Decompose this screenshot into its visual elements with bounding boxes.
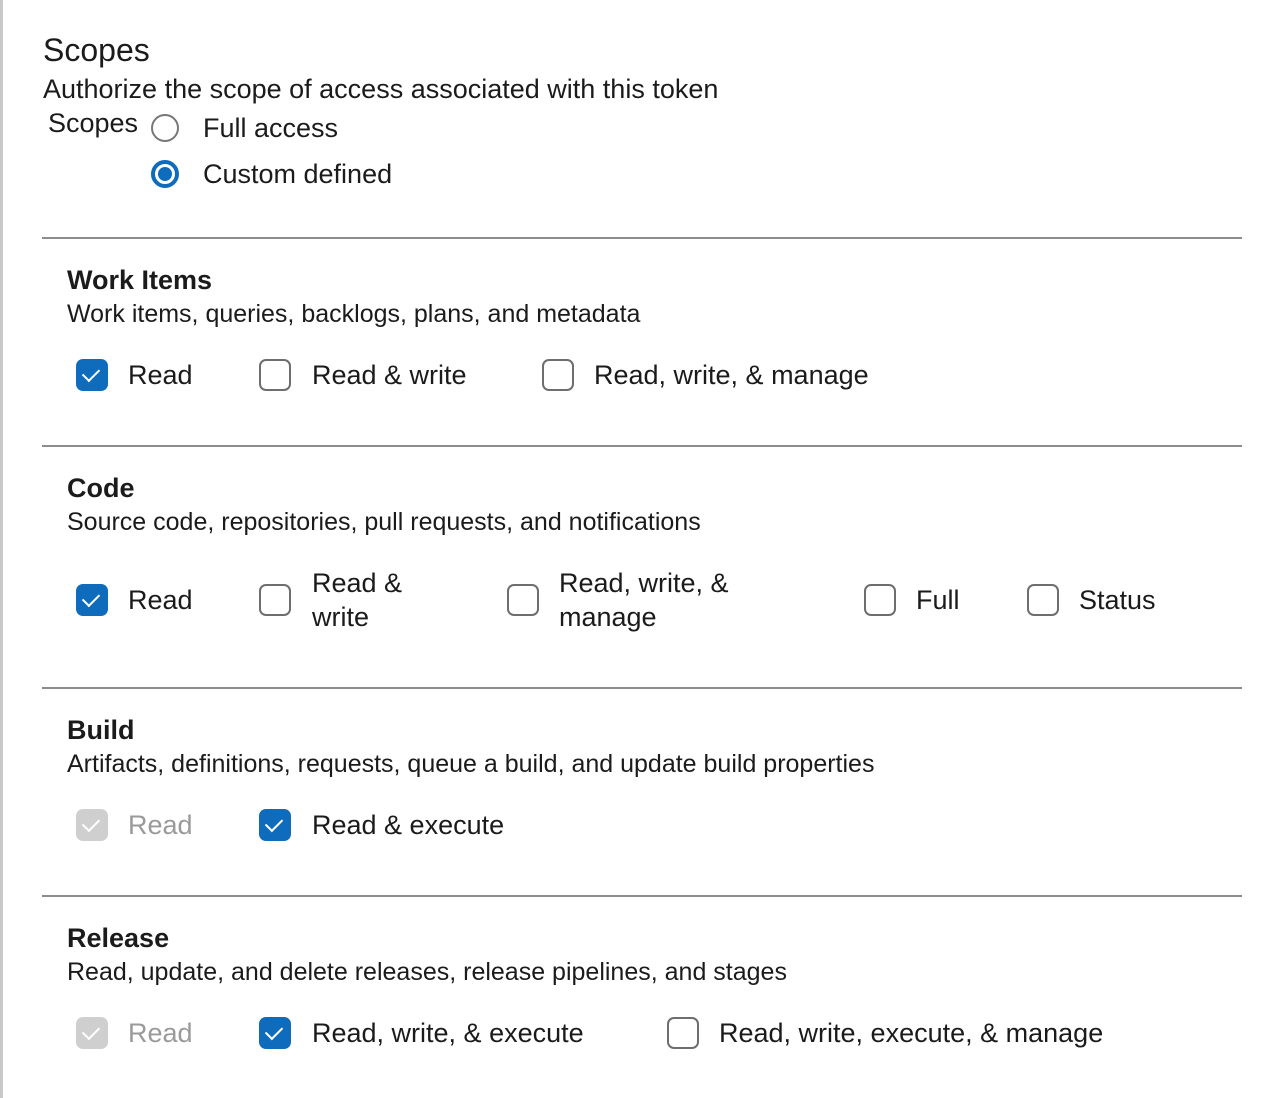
checkbox-label[interactable]: Read, write, & execute bbox=[312, 1018, 584, 1048]
checkbox-label[interactable]: Full bbox=[916, 585, 960, 615]
checkbox-release-read-disabled bbox=[76, 1017, 108, 1049]
checkbox-release-read-write-execute[interactable] bbox=[259, 1017, 291, 1049]
checkbox-work-items-read[interactable] bbox=[76, 359, 108, 391]
checkbox-label[interactable]: Read, write, & manage bbox=[559, 568, 729, 632]
checkbox-build-read-execute[interactable] bbox=[259, 809, 291, 841]
checkbox-label[interactable]: Read, write, execute, & manage bbox=[719, 1018, 1104, 1048]
checkbox-label[interactable]: Read, write, & manage bbox=[594, 360, 869, 390]
checkbox-label[interactable]: Read bbox=[128, 360, 193, 390]
divider bbox=[42, 445, 1242, 447]
section-title-work-items: Work Items bbox=[67, 265, 213, 295]
page-title: Scopes bbox=[43, 32, 150, 68]
radio-button[interactable] bbox=[151, 114, 179, 142]
checkbox-label[interactable]: Read & write bbox=[312, 568, 403, 632]
panel-left-border bbox=[0, 0, 3, 1098]
checkbox-build-read-disabled bbox=[76, 809, 108, 841]
checkbox-code-status[interactable] bbox=[1027, 584, 1059, 616]
radio-label[interactable]: Full access bbox=[203, 113, 339, 143]
checkbox-label: Read bbox=[128, 1018, 193, 1048]
page-subtitle: Authorize the scope of access associated… bbox=[43, 74, 719, 104]
checkbox-code-manage[interactable] bbox=[507, 584, 539, 616]
checkbox-code-read-write[interactable] bbox=[259, 584, 291, 616]
radio-button-selected[interactable] bbox=[151, 160, 179, 188]
divider bbox=[42, 687, 1242, 689]
checkbox-release-manage[interactable] bbox=[667, 1017, 699, 1049]
checkbox-work-items-manage[interactable] bbox=[542, 359, 574, 391]
section-title-build: Build bbox=[67, 715, 135, 745]
scopes-field-label: Scopes bbox=[48, 108, 139, 138]
checkbox-label: Read bbox=[128, 810, 193, 840]
section-description: Artifacts, definitions, requests, queue … bbox=[67, 750, 875, 778]
checkbox-label[interactable]: Read & write bbox=[312, 360, 467, 390]
divider bbox=[42, 237, 1242, 239]
section-description: Read, update, and delete releases, relea… bbox=[67, 958, 787, 986]
checkbox-label[interactable]: Read & execute bbox=[312, 810, 505, 840]
section-description: Work items, queries, backlogs, plans, an… bbox=[67, 300, 641, 328]
checkbox-label[interactable]: Status bbox=[1079, 585, 1156, 615]
checkbox-code-read[interactable] bbox=[76, 584, 108, 616]
section-description: Source code, repositories, pull requests… bbox=[67, 508, 701, 536]
section-title-code: Code bbox=[67, 473, 135, 503]
checkbox-code-full[interactable] bbox=[864, 584, 896, 616]
divider bbox=[42, 895, 1242, 897]
radio-label[interactable]: Custom defined bbox=[203, 159, 393, 189]
checkbox-label[interactable]: Read bbox=[128, 585, 193, 615]
section-title-release: Release bbox=[67, 923, 170, 953]
checkbox-work-items-read-write[interactable] bbox=[259, 359, 291, 391]
